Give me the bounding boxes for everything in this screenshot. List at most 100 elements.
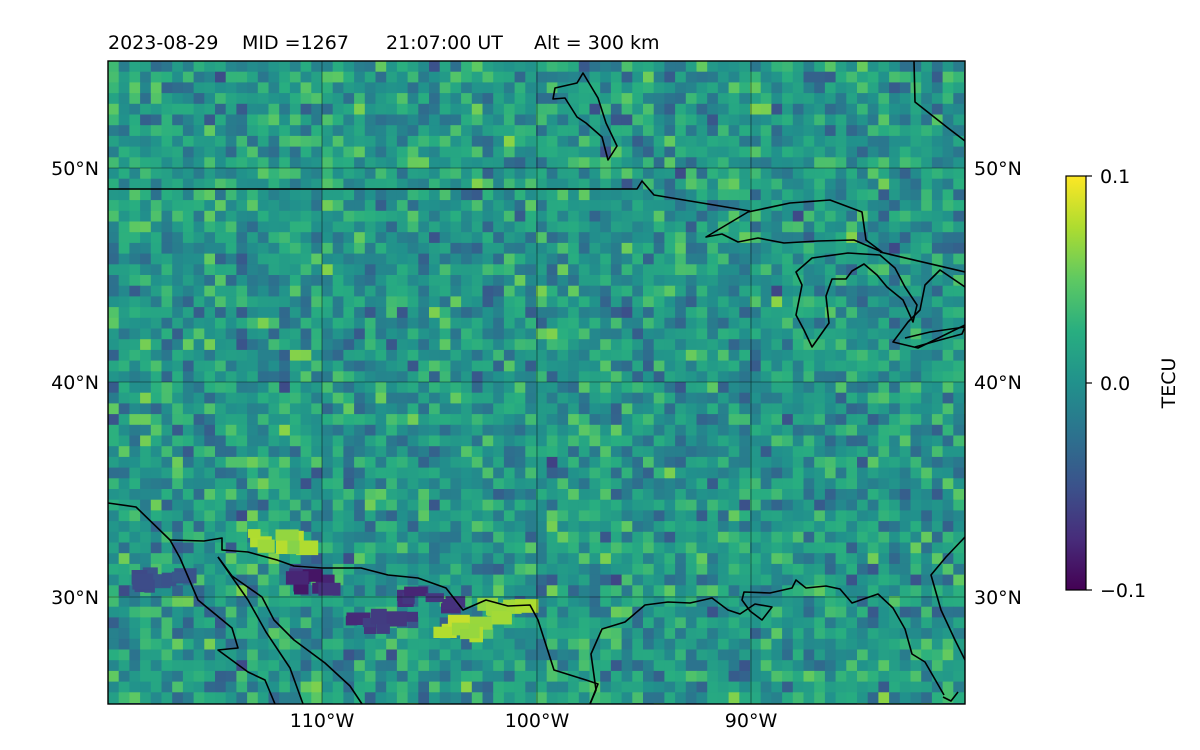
- tec-cell: [889, 446, 901, 458]
- tec-cell: [514, 264, 526, 276]
- tec-cell: [525, 649, 537, 661]
- tec-cell: [322, 146, 334, 158]
- tec-cell: [600, 360, 612, 372]
- tec-cell: [182, 103, 195, 116]
- tec-cell: [867, 414, 879, 426]
- tec-cell: [429, 660, 441, 672]
- tec-cell: [108, 157, 120, 169]
- tec-cell: [675, 606, 687, 618]
- tec-cell: [953, 489, 965, 501]
- tec-cell: [343, 317, 355, 330]
- tec-cell: [664, 392, 676, 404]
- tec-cell: [942, 168, 954, 180]
- tec-cell: [728, 168, 740, 180]
- tec-cell: [396, 264, 409, 276]
- tec-cell: [182, 232, 195, 244]
- tec-cell: [557, 103, 569, 116]
- tec-cell: [503, 424, 516, 437]
- tec-cell: [193, 670, 205, 683]
- tec-cell: [225, 114, 237, 126]
- tec-cell: [536, 414, 548, 426]
- tec-cell: [161, 189, 173, 201]
- tec-cell: [600, 467, 612, 479]
- tec-cell: [696, 71, 708, 83]
- tec-cell: [750, 467, 762, 479]
- tec-cell: [546, 435, 558, 447]
- tec-cell: [396, 221, 409, 233]
- tec-cell: [322, 242, 334, 255]
- tec-cell: [717, 371, 730, 383]
- tec-cell: [814, 307, 826, 319]
- tec-cell: [343, 681, 355, 693]
- tec-cell: [118, 563, 130, 576]
- tec-cell: [846, 296, 858, 308]
- tec-cell: [867, 499, 879, 511]
- tec-cell: [129, 296, 141, 308]
- tec-cell: [771, 692, 783, 704]
- tec-cell: [824, 692, 837, 704]
- tec-cell: [418, 692, 430, 704]
- tec-cell: [610, 596, 623, 608]
- tec-cell: [578, 317, 591, 330]
- tec-cell: [653, 392, 665, 404]
- tec-cell: [407, 382, 419, 394]
- tec-cell: [899, 585, 912, 597]
- tec-cell: [182, 307, 195, 319]
- tec-cell: [707, 135, 719, 148]
- tec-cell: [493, 275, 505, 287]
- tec-cell: [225, 424, 237, 437]
- tec-cell: [750, 499, 762, 511]
- tec-cell: [643, 446, 655, 458]
- tec-cell: [653, 649, 665, 661]
- tec-cell: [386, 382, 398, 394]
- tec-cell: [889, 617, 901, 629]
- tec-cell: [172, 499, 184, 511]
- tec-cell: [792, 692, 805, 704]
- tec-cell: [514, 403, 526, 415]
- tec-cell: [696, 435, 708, 447]
- tec-cell: [728, 307, 740, 319]
- tec-cell: [717, 93, 730, 105]
- tec-cell: [482, 403, 494, 415]
- tec-cell: [610, 660, 623, 672]
- tec-cell: [300, 232, 312, 244]
- tec-cell: [846, 232, 858, 244]
- tec-cell: [118, 392, 130, 404]
- tec-cell: [632, 499, 644, 511]
- tec-cell: [204, 403, 216, 415]
- tec-cell: [610, 414, 623, 426]
- tec-cell: [439, 392, 451, 404]
- tec-cell: [878, 189, 890, 201]
- tec-cell: [514, 200, 526, 212]
- tec-cell: [193, 681, 205, 693]
- tec-cell: [236, 114, 248, 126]
- tec-cell: [332, 553, 344, 565]
- tec-cell: [343, 221, 355, 233]
- tec-cell: [771, 670, 783, 683]
- tec-cell: [322, 692, 334, 704]
- tec-cell: [161, 617, 173, 629]
- tec-cell: [140, 339, 152, 351]
- tec-cell: [150, 253, 163, 265]
- tec-cell: [193, 275, 205, 287]
- tec-cell: [268, 424, 280, 437]
- tec-cell: [814, 360, 826, 372]
- tec-cell: [118, 125, 130, 137]
- tec-cell: [899, 82, 912, 94]
- tec-cell: [386, 210, 398, 223]
- tec-cell: [621, 563, 633, 576]
- tec-cell: [899, 307, 912, 319]
- tec-cell: [589, 307, 601, 319]
- tec-cell: [418, 328, 430, 340]
- tec-cell: [471, 692, 484, 704]
- tec-cell: [600, 189, 612, 201]
- tec-cell: [493, 157, 505, 169]
- tec-cell: [108, 510, 120, 522]
- tec-cell: [418, 135, 430, 148]
- tec-cell: [889, 424, 901, 437]
- tec-cell: [268, 328, 280, 340]
- tec-cell: [600, 553, 612, 565]
- tec-cell: [193, 489, 205, 501]
- tec-cell: [525, 146, 537, 158]
- tec-cell: [557, 296, 569, 308]
